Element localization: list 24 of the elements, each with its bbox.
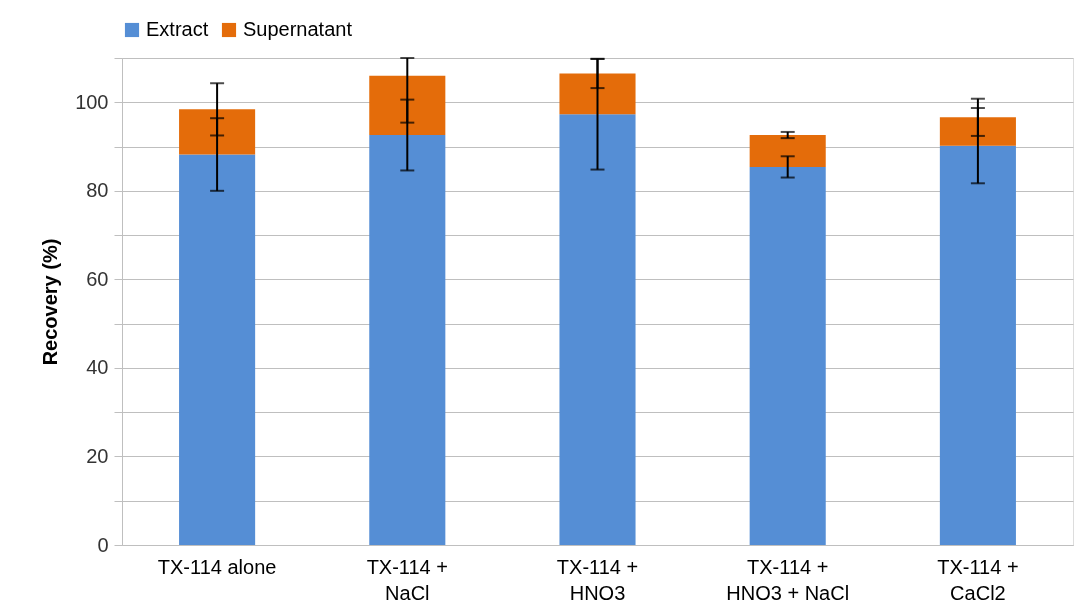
legend-label: Extract <box>146 18 209 40</box>
bar <box>749 166 826 545</box>
bar <box>559 73 636 115</box>
y-tick-label: 100 <box>75 90 109 113</box>
y-tick-label: 80 <box>86 179 109 202</box>
bar <box>559 114 636 545</box>
x-tick-label: TX-114 + HNO3 <box>556 555 639 604</box>
x-tick-label: TX-114 + NaCl <box>366 555 448 604</box>
y-tick-label: 60 <box>86 267 109 290</box>
bar <box>369 135 446 545</box>
y-tick-label: 40 <box>86 356 109 379</box>
y-axis-title: Recovery (%) <box>39 238 62 366</box>
bar <box>369 75 446 136</box>
y-tick-label: 0 <box>97 533 109 556</box>
x-tick-label: TX-114 + HNO3 + NaCl <box>726 555 850 604</box>
bar <box>179 109 256 155</box>
x-tick-label: TX-114 alone <box>157 555 277 578</box>
bar <box>939 117 1016 146</box>
x-tick-label: TX-114 + CaCl2 <box>937 555 1019 604</box>
y-tick-label: 20 <box>86 444 109 467</box>
bar <box>749 135 826 167</box>
legend-label: Supernatant <box>243 18 353 40</box>
bar <box>179 154 256 545</box>
bar <box>939 145 1016 545</box>
